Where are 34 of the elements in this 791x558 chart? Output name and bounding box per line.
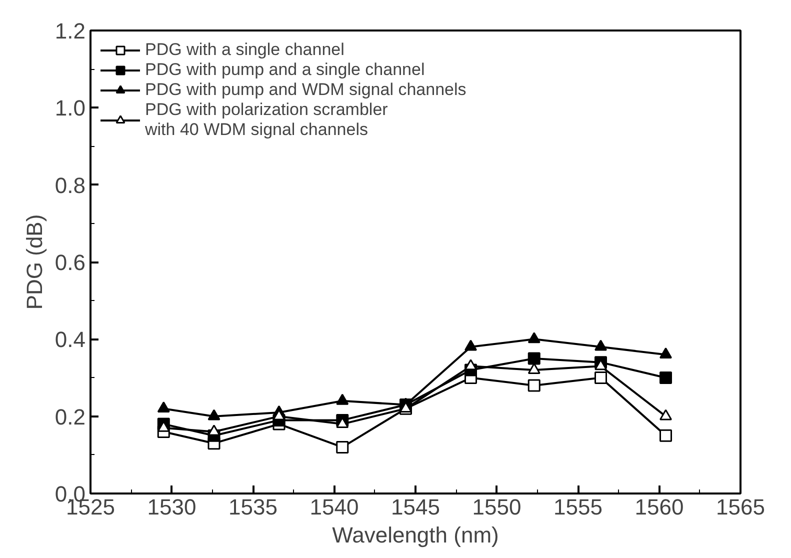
point	[594, 372, 607, 384]
x-tick-label: 1555	[554, 494, 602, 520]
point	[336, 440, 349, 454]
y-axis-title: PDG (dB)	[22, 214, 47, 310]
y-tick-label: 1.0	[54, 96, 86, 121]
y-tick-label: 1.2	[54, 18, 86, 44]
point	[594, 340, 607, 351]
point	[528, 352, 540, 365]
x-tick-label: 1540	[310, 494, 359, 520]
x-tick-label: 1545	[391, 494, 440, 520]
y-tick-label: 0.2	[54, 404, 86, 430]
y-tick-label: 0.8	[54, 172, 86, 198]
point	[336, 394, 349, 405]
y-tick-label: 0.6	[54, 250, 86, 275]
x-tick-label: 1550	[472, 494, 522, 520]
point	[208, 409, 220, 420]
point	[660, 348, 672, 359]
x-tick-label: 1560	[634, 494, 684, 520]
legend-label: PDG with pump and WDM signal channels	[145, 80, 466, 100]
x-tick-label: 1535	[228, 494, 278, 520]
point	[528, 379, 540, 392]
point	[660, 372, 672, 384]
point	[157, 402, 170, 413]
point	[464, 340, 477, 351]
y-tick-label: 0.4	[54, 327, 86, 352]
x-tick-label: 1565	[716, 494, 765, 520]
legend-label: PDG with polarization scrambler with 40 WDM signal channels	[145, 100, 388, 140]
point	[660, 409, 672, 420]
legend-label: PDG with a single channel	[145, 40, 344, 60]
x-axis-title: Wavelength (nm)	[332, 522, 499, 548]
legend-label: PDG with pump and a single channel	[145, 60, 425, 80]
point	[528, 332, 540, 344]
x-tick-label: 1530	[147, 494, 196, 520]
point	[660, 429, 672, 442]
